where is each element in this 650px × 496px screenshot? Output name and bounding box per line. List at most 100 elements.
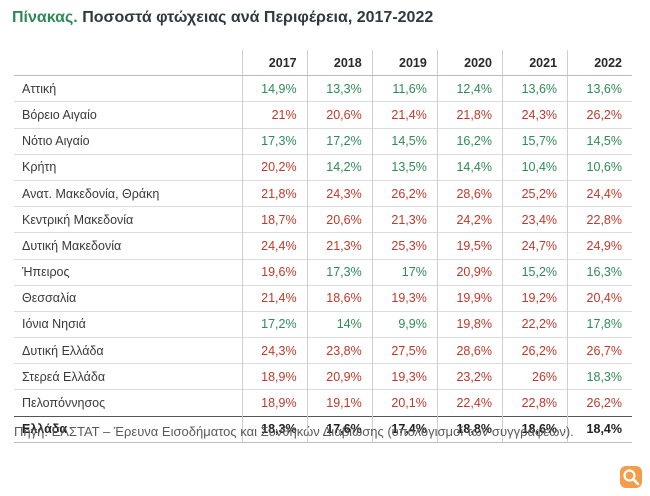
- value-cell: 13,3%: [306, 75, 373, 102]
- value-cell: 13,6%: [567, 75, 632, 102]
- value-cell: 19,2%: [501, 284, 568, 312]
- value-cell: 24,4%: [241, 232, 308, 259]
- value-cell: 23,2%: [436, 363, 503, 390]
- table-row: Κεντρική Μακεδονία 18,7% 20,6% 21,3% 24,2% 23…: [14, 206, 632, 233]
- value-cell: 24,4%: [567, 179, 632, 207]
- value-cell: 24,3%: [306, 179, 373, 207]
- region-label: Αττική: [22, 81, 57, 96]
- total-value-cell: 18,4%: [567, 415, 632, 443]
- value-cell: 26%: [501, 363, 568, 390]
- value-cell: 21,8%: [241, 179, 308, 207]
- value-cell: 19,5%: [436, 232, 503, 259]
- value-cell: 21%: [241, 101, 308, 129]
- value-cell: 17%: [371, 258, 438, 286]
- value-cell: 24,3%: [241, 337, 308, 364]
- value-cell: 28,6%: [436, 337, 503, 364]
- total-value-cell: 18,3%: [241, 415, 308, 443]
- value-cell: 17,8%: [567, 310, 632, 338]
- value-cell: 10,4%: [501, 153, 568, 181]
- value-cell: 16,2%: [436, 127, 503, 155]
- value-cell: 26,2%: [567, 389, 632, 417]
- value-cell: 20,2%: [241, 153, 308, 181]
- value-cell: 21,4%: [241, 284, 308, 312]
- column-header: 2018: [306, 50, 373, 77]
- region-label: Νότιο Αιγαίο: [14, 127, 242, 155]
- table-row: Αττική 14,9% 13,3% 11,6% 12,4% 13,6% 13,6%: [14, 75, 632, 102]
- region-label: Στερεά Ελλάδα: [14, 363, 242, 390]
- value-cell: 20,9%: [436, 258, 503, 286]
- value-cell: 26,2%: [371, 179, 438, 207]
- value-cell: 14,5%: [371, 127, 438, 155]
- value-cell: 20,4%: [567, 284, 632, 312]
- table-row: Πελοπόννησος 18,9% 19,1% 20,1% 22,4% 22,8% 26,…: [14, 389, 632, 417]
- source-note: Πηγή: ΕΛΣΤΑΤ – Έρευνα Εισοδήματος και Συ…: [14, 424, 574, 439]
- value-cell: 24,9%: [567, 232, 632, 259]
- value-cell: 19,1%: [306, 389, 373, 417]
- value-cell: 12,4%: [436, 75, 503, 102]
- column-header: 2021: [501, 50, 568, 77]
- column-header: 2017: [241, 50, 308, 77]
- region-label: Ιόνια Νησιά: [14, 310, 242, 338]
- value-cell: 14,5%: [567, 127, 632, 155]
- value-cell: 27,5%: [371, 337, 438, 364]
- table-row: Ανατ. Μακεδονία, Θράκη 21,8% 24,3% 26,2% 28,…: [14, 179, 632, 207]
- region-label: Ανατ. Μακεδονία, Θράκη: [14, 179, 242, 207]
- table-row: Δυτική Ελλάδα 24,3% 23,8% 27,5% 28,6% 26,2% 26…: [14, 337, 632, 364]
- value-cell: 25,2%: [501, 179, 568, 207]
- value-cell: 18,3%: [567, 363, 632, 390]
- value-cell: 20,6%: [306, 206, 373, 233]
- table-row: Δυτική Μακεδονία 24,4% 21,3% 25,3% 19,5% 24,7…: [14, 232, 632, 259]
- header-region: [14, 50, 242, 77]
- value-cell: 14,2%: [306, 153, 373, 181]
- region-label: Ήπειρος: [14, 258, 242, 286]
- table-row: Θεσσαλία 21,4% 18,6% 19,3% 19,9% 19,2% 20,4%: [14, 284, 632, 312]
- value-cell: 22,4%: [436, 389, 503, 417]
- value-cell: 17,3%: [241, 127, 308, 155]
- page-title: Πίνακας. Ποσοστά φτώχειας ανά Περιφέρεια…: [12, 9, 433, 27]
- value-cell: 19,3%: [371, 284, 438, 312]
- value-cell: 13,6%: [501, 75, 568, 102]
- value-cell: 17,2%: [241, 310, 308, 338]
- value-cell: 11,6%: [371, 75, 438, 102]
- value-cell: 9,9%: [371, 310, 438, 338]
- table-row: Νότιο Αιγαίο 17,3% 17,2% 14,5% 16,2% 15,7% 14,…: [14, 127, 632, 155]
- value-cell: 19,8%: [436, 310, 503, 338]
- region-label: Βόρειο Αιγαίο: [14, 101, 242, 129]
- table-body: 2017 2018 2019 2020 2021 2022 Αττική 14,9% 13,3%…: [14, 50, 632, 443]
- value-cell: 14,9%: [241, 75, 308, 102]
- value-cell: 19,6%: [241, 258, 308, 286]
- value-cell: 18,7%: [241, 206, 308, 233]
- value-cell: 26,7%: [567, 337, 632, 364]
- value-cell: 22,8%: [567, 206, 632, 233]
- value-cell: 21,3%: [371, 206, 438, 233]
- value-cell: 24,2%: [436, 206, 503, 233]
- total-value-cell: 17,6%: [306, 415, 373, 443]
- value-cell: 19,3%: [371, 363, 438, 390]
- value-cell: 26,2%: [501, 337, 568, 364]
- region-label: Πελοπόννησος: [14, 389, 242, 417]
- table-row: Ήπειρος 19,6% 17,3% 17% 20,9% 15,2% 16,3%: [14, 258, 632, 286]
- table-row: Βόρειο Αιγαίο 21% 20,6% 21,4% 21,8% 24,3% 26,2…: [14, 101, 632, 129]
- header-row: 2017 2018 2019 2020 2021 2022: [14, 50, 632, 77]
- region-label: Δυτική Μακεδονία: [14, 232, 242, 259]
- publisher-logo-icon: [620, 466, 642, 488]
- total-label: Ελλάδα: [14, 415, 242, 443]
- value-cell: 13,5%: [371, 153, 438, 181]
- value-cell: 18,9%: [241, 363, 308, 390]
- column-header: 2020: [436, 50, 503, 77]
- column-header: 2022: [567, 50, 632, 77]
- value-cell: 22,2%: [501, 310, 568, 338]
- value-cell: 10,6%: [567, 153, 632, 181]
- value-cell: 19,9%: [436, 284, 503, 312]
- value-cell: 17,2%: [306, 127, 373, 155]
- value-cell: 28,6%: [436, 179, 503, 207]
- value-cell: 22,8%: [501, 389, 568, 417]
- value-cell: 23,4%: [501, 206, 568, 233]
- value-cell: 20,6%: [306, 101, 373, 129]
- value-cell: 24,7%: [501, 232, 568, 259]
- value-cell: 20,1%: [371, 389, 438, 417]
- value-cell: 14%: [306, 310, 373, 338]
- value-cell: 14,4%: [436, 153, 503, 181]
- value-cell: 18,6%: [306, 284, 373, 312]
- total-value-cell: 18,8%: [436, 415, 503, 443]
